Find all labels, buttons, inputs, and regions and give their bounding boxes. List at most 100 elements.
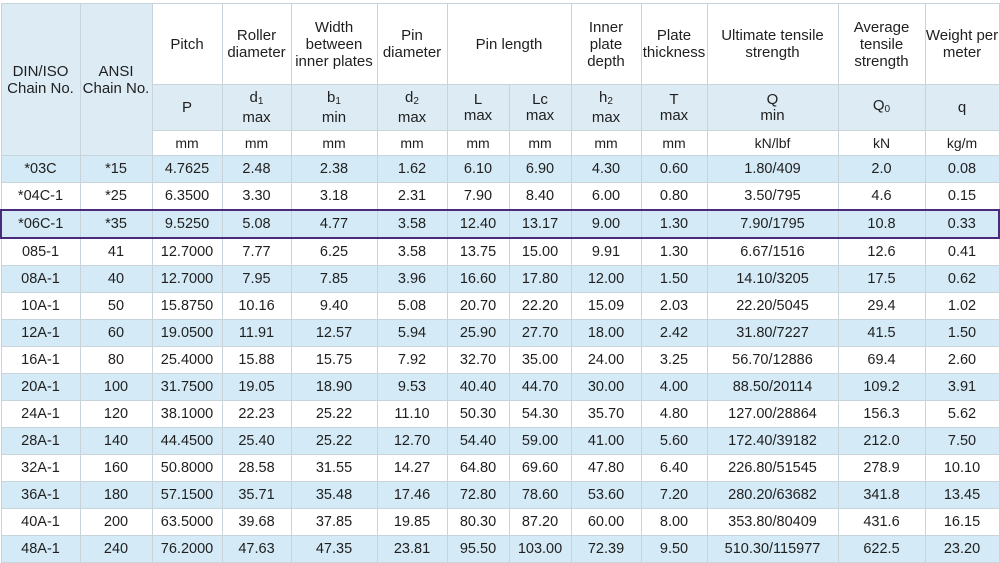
header-pin-length: Pin length	[446, 3, 572, 85]
unit-cell: kg/m	[924, 130, 1000, 156]
table-cell: 510.30/115977	[706, 535, 839, 563]
header-inner-plate-depth: Inner plate depth	[570, 3, 642, 85]
table-cell: 7.50	[924, 427, 1000, 455]
table-cell: 10A-1	[0, 292, 81, 320]
table-cell: 32A-1	[0, 454, 81, 482]
header-average-tensile: Average tensile strength	[837, 3, 926, 85]
table-cell: 22.20/5045	[706, 292, 839, 320]
table-cell: 53.60	[570, 481, 642, 509]
header-weight: Weight per meter	[924, 3, 1000, 85]
symbol-letter: Q	[766, 90, 779, 108]
table-cell: 25.40	[221, 427, 292, 455]
header-pitch: Pitch	[151, 3, 223, 85]
table-cell: 7.85	[290, 265, 378, 293]
symbol-qualifier: min	[760, 106, 785, 124]
table-cell: 103.00	[508, 535, 572, 563]
symbol-letter: b1	[327, 88, 341, 107]
table-cell: 353.80/80409	[706, 508, 839, 536]
table-cell: 39.68	[221, 508, 292, 536]
symbol-letter: T	[669, 90, 679, 108]
table-cell: 95.50	[446, 535, 510, 563]
table-cell: 72.39	[570, 535, 642, 563]
table-cell: 23.20	[924, 535, 1000, 563]
table-cell: 3.96	[376, 265, 448, 293]
table-cell: 4.6	[837, 182, 926, 211]
table-cell: 431.6	[837, 508, 926, 536]
table-cell: 14.10/3205	[706, 265, 839, 293]
unit-cell: mm	[376, 130, 448, 156]
table-row: 48A-1 240 76.2000 47.63 47.35 23.81 95.50 103.0…	[0, 535, 1000, 563]
table-cell: 109.2	[837, 373, 926, 401]
symbol-subscript: 2	[607, 95, 613, 107]
table-cell: *06C-1	[0, 209, 81, 239]
symbol-pin-diam: d2 max	[376, 84, 448, 131]
table-cell: 24.00	[570, 346, 642, 374]
unit-cell: mm	[290, 130, 378, 156]
table-cell: 172.40/39182	[706, 427, 839, 455]
table-cell: 6.00	[570, 182, 642, 211]
table-body: *03C *15 4.7625 2.48 2.38 1.62 6.10 6.90 4.30 0.6…	[0, 155, 1000, 563]
table-cell: 13.17	[508, 209, 572, 239]
symbol-letter: L	[473, 90, 483, 108]
table-cell: 11.91	[221, 319, 292, 347]
table-cell: *03C	[0, 155, 81, 183]
table-cell: 30.00	[570, 373, 642, 401]
table-cell: 19.05	[221, 373, 292, 401]
table-cell: 3.18	[290, 182, 378, 211]
table-cell: 25.22	[290, 400, 378, 428]
table-cell: 2.03	[640, 292, 708, 320]
table-cell: 12.00	[570, 265, 642, 293]
table-row: 40A-1 200 63.5000 39.68 37.85 19.85 80.30 87.20…	[0, 508, 1000, 536]
table-cell: 13.75	[446, 237, 510, 266]
table-cell: 15.88	[221, 346, 292, 374]
table-row: 28A-1 140 44.4500 25.40 25.22 12.70 54.40 59.00…	[0, 427, 1000, 455]
table-cell: 54.40	[446, 427, 510, 455]
unit-cell: mm	[570, 130, 642, 156]
table-cell: 9.00	[570, 209, 642, 239]
table-cell: 16A-1	[0, 346, 81, 374]
table-cell: 80	[79, 346, 153, 374]
symbol-letter: Lc	[532, 90, 548, 108]
table-cell: 40	[79, 265, 153, 293]
table-cell: 44.4500	[151, 427, 223, 455]
table-cell: 10.16	[221, 292, 292, 320]
symbol-qualifier: max	[659, 106, 689, 124]
table-cell: 9.40	[290, 292, 378, 320]
unit-cell: kN/lbf	[706, 130, 839, 156]
symbol-roller: d1 max	[221, 84, 292, 131]
symbol-subscript: 2	[413, 95, 419, 107]
table-cell: 22.23	[221, 400, 292, 428]
table-cell: *15	[79, 155, 153, 183]
table-row: 20A-1 100 31.7500 19.05 18.90 9.53 40.40 44.70 3…	[0, 373, 1000, 401]
table-cell: 6.90	[508, 155, 572, 183]
table-cell: 27.70	[508, 319, 572, 347]
table-cell: 7.77	[221, 237, 292, 266]
table-cell: 140	[79, 427, 153, 455]
table-cell: 3.58	[376, 237, 448, 266]
unit-cell: mm	[151, 130, 223, 156]
table-cell: 7.90	[446, 182, 510, 211]
symbol-qualifier: max	[397, 108, 427, 126]
table-cell: 1.02	[924, 292, 1000, 320]
symbol-letter: q	[957, 98, 967, 116]
table-cell: 69.60	[508, 454, 572, 482]
table-cell: 3.50/795	[706, 182, 839, 211]
table-cell: 41	[79, 237, 153, 266]
table-cell: 4.7625	[151, 155, 223, 183]
table-cell: 4.30	[570, 155, 642, 183]
table-cell: *25	[79, 182, 153, 211]
table-cell: 35.48	[290, 481, 378, 509]
table-cell: 156.3	[837, 400, 926, 428]
table-row: 32A-1 160 50.8000 28.58 31.55 14.27 64.80 69.60…	[0, 454, 1000, 482]
table-cell: 11.10	[376, 400, 448, 428]
table-cell: 50.30	[446, 400, 510, 428]
table-cell: 5.62	[924, 400, 1000, 428]
table-cell: 4.00	[640, 373, 708, 401]
table-cell: 6.3500	[151, 182, 223, 211]
table-cell: 1.30	[640, 209, 708, 239]
table-cell: 200	[79, 508, 153, 536]
unit-cell: mm	[640, 130, 708, 156]
table-cell: 12.40	[446, 209, 510, 239]
symbol-inner-depth: h2 max	[570, 84, 642, 131]
